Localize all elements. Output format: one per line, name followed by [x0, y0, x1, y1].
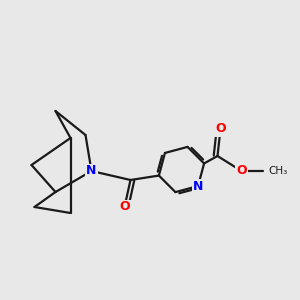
Text: N: N	[193, 179, 203, 193]
Text: O: O	[236, 164, 247, 178]
Text: N: N	[86, 164, 97, 178]
Text: O: O	[215, 122, 226, 136]
Text: CH₃: CH₃	[268, 166, 287, 176]
Text: O: O	[119, 200, 130, 214]
